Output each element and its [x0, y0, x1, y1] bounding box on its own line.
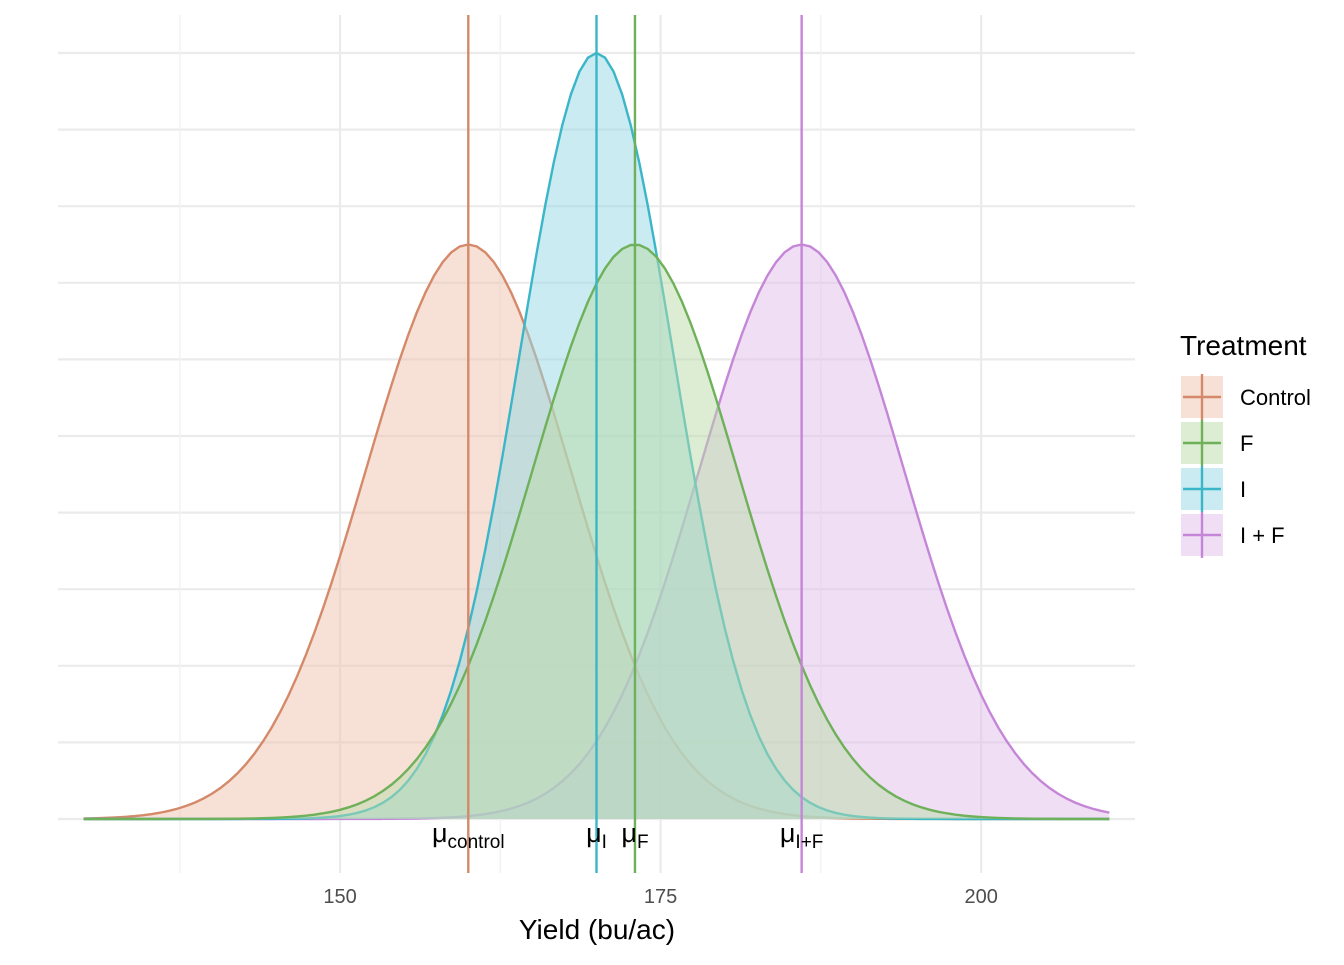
x-tick-layer: 150 175 200: [323, 886, 997, 908]
legend-item-i: I: [1181, 466, 1246, 512]
mean-label-f: μF: [621, 818, 648, 853]
density-area-i-f: [83, 244, 1110, 819]
legend-item-i-f: I + F: [1181, 512, 1285, 558]
mean-line-layer: [467, 15, 803, 873]
legend-item-f: F: [1181, 420, 1253, 466]
x-tick-label: 175: [644, 886, 677, 908]
legend-label: I + F: [1240, 523, 1285, 548]
mean-label-i: μI: [586, 818, 607, 853]
mean-label-symbol: μ: [432, 818, 448, 848]
mean-label-subscript: F: [637, 832, 649, 853]
x-tick-label: 150: [323, 886, 356, 908]
legend-label: F: [1240, 431, 1253, 456]
mean-label-control: μcontrol: [432, 818, 505, 853]
legend-items: Control FI I + F: [1181, 374, 1311, 558]
legend-label: Control: [1240, 385, 1311, 410]
mean-label-subscript: control: [448, 832, 505, 853]
legend-item-control: Control: [1181, 374, 1311, 420]
mean-label-symbol: μ: [780, 818, 796, 848]
legend: Treatment Control FI I + F: [1180, 330, 1311, 558]
mean-label-subscript: I: [602, 832, 607, 853]
x-axis-title: Yield (bu/ac): [519, 914, 675, 945]
legend-label: I: [1240, 477, 1246, 502]
density-area-control: [83, 244, 1110, 819]
mean-label-symbol: μ: [586, 818, 602, 848]
x-tick-label: 200: [964, 886, 997, 908]
mean-label-symbol: μ: [621, 818, 637, 848]
mean-label-subscript: I+F: [795, 832, 823, 853]
mean-label-i-f: μI+F: [780, 818, 824, 853]
legend-title: Treatment: [1180, 330, 1307, 361]
